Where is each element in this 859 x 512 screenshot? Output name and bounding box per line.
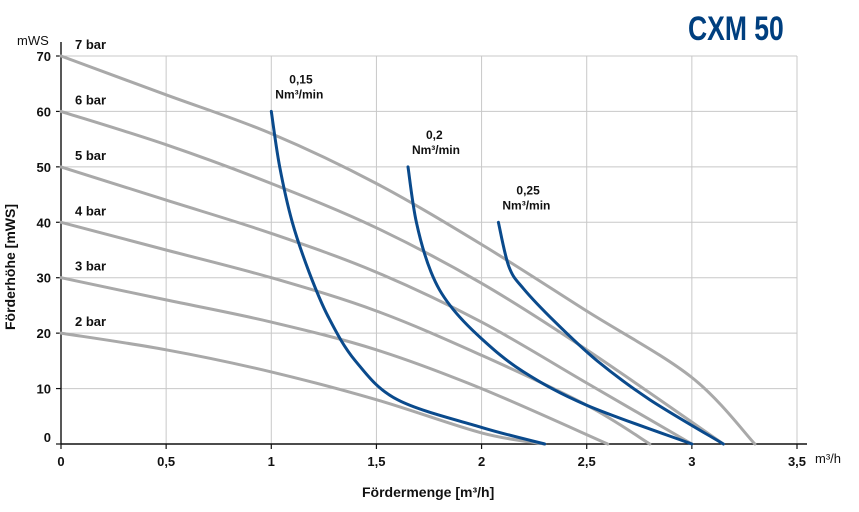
brand-title: CXM 50 (688, 10, 784, 48)
series-label-6-bar: 6 bar (75, 92, 106, 107)
y-tick-label: 50 (37, 160, 51, 175)
x-axis-unit: m³/h (815, 451, 841, 466)
series-line-2-bar (59, 331, 547, 446)
series-label-line: Nm³/min (412, 143, 460, 157)
y-tick-label: 60 (37, 104, 51, 119)
x-tick-label: 0 (57, 454, 64, 469)
y-tick-label: 20 (37, 326, 51, 341)
series-label-line: Nm³/min (275, 87, 323, 101)
x-tick-label: 2,5 (578, 454, 596, 469)
x-axis-label: Fördermenge [m³/h] (362, 484, 495, 500)
x-tick-label: 2 (478, 454, 485, 469)
series-label-7-bar: 7 bar (75, 37, 106, 52)
y-tick-label: 70 (37, 49, 51, 64)
series-label-0-15-nm-min: 0,15 Nm³/min (275, 72, 323, 101)
y-axis-unit: mWS (17, 33, 49, 48)
series-line-6-bar (59, 109, 725, 446)
series-label-line: 0,15 (289, 72, 313, 86)
series-label-2-bar: 2 bar (75, 314, 106, 329)
series-label-5-bar: 5 bar (75, 148, 106, 163)
y-tick-label: 30 (37, 271, 51, 286)
series-line-7-bar (59, 54, 757, 446)
series-line-0-2-nm-min (406, 165, 694, 446)
grid (61, 55, 798, 444)
series-label-0-2-nm-min: 0,2 Nm³/min (412, 128, 460, 157)
series-label-3-bar: 3 bar (75, 259, 106, 274)
series-line-0-15-nm-min (269, 109, 547, 446)
x-tick-label: 0,5 (157, 454, 175, 469)
series-label-0-25-nm-min: 0,25 Nm³/min (502, 183, 550, 212)
series-label-line: Nm³/min (502, 198, 550, 212)
axes (60, 42, 807, 445)
y-tick-label: 40 (37, 215, 51, 230)
series-label-line: 0,25 (516, 183, 540, 197)
series (59, 54, 757, 446)
series-line-0-25-nm-min (496, 220, 725, 446)
series-line-5-bar (59, 165, 694, 446)
x-tick-label: 1 (268, 454, 275, 469)
y-axis-label: Förderhöhe [mWS] (2, 204, 18, 330)
series-line-3-bar (59, 276, 610, 446)
series-label-4-bar: 4 bar (75, 203, 106, 218)
x-tick-label: 3,5 (788, 454, 806, 469)
y-tick-label: 0 (44, 430, 51, 445)
x-tick-label: 3 (688, 454, 695, 469)
ticks: 0 0,5 1 1,5 2 2,5 3 3,5 0 10 20 30 40 50 60 70 (37, 49, 807, 469)
x-tick-label: 1,5 (367, 454, 385, 469)
series-label-line: 0,2 (426, 128, 443, 142)
y-tick-label: 10 (37, 382, 51, 397)
